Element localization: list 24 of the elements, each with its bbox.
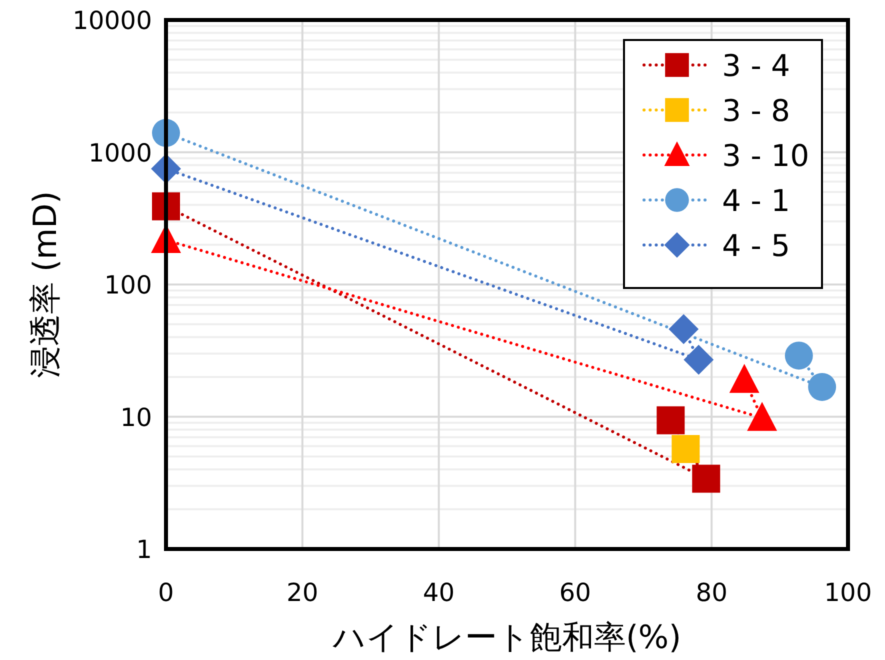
point <box>656 406 685 434</box>
legend-label: 4 - 1 <box>722 184 790 219</box>
y-tick-label: 10000 <box>72 6 152 35</box>
x-tick-label: 0 <box>158 578 174 607</box>
x-axis-title: ハイドレート飽和率(%) <box>332 618 682 656</box>
point <box>692 464 720 493</box>
x-tick-label: 100 <box>824 578 872 607</box>
point <box>808 372 836 401</box>
legend-label: 3 - 4 <box>722 49 790 84</box>
legend-label: 3 - 10 <box>722 139 810 174</box>
point <box>684 344 714 375</box>
x-tick-label: 60 <box>559 578 592 607</box>
point <box>668 314 699 344</box>
legend-label: 4 - 5 <box>722 229 790 264</box>
y-axis-title: 浸透率 (mD) <box>26 191 64 378</box>
y-tick-label: 10 <box>120 402 152 432</box>
x-tick-label: 40 <box>422 578 455 607</box>
point <box>784 342 813 370</box>
y-tick-label: 1 <box>136 535 152 564</box>
y-tick-label: 1000 <box>88 138 152 168</box>
y-tick-label: 100 <box>104 270 152 300</box>
x-tick-label: 80 <box>696 578 728 607</box>
x-tick-label: 20 <box>286 578 318 607</box>
legend-label: 3 - 8 <box>722 94 790 129</box>
